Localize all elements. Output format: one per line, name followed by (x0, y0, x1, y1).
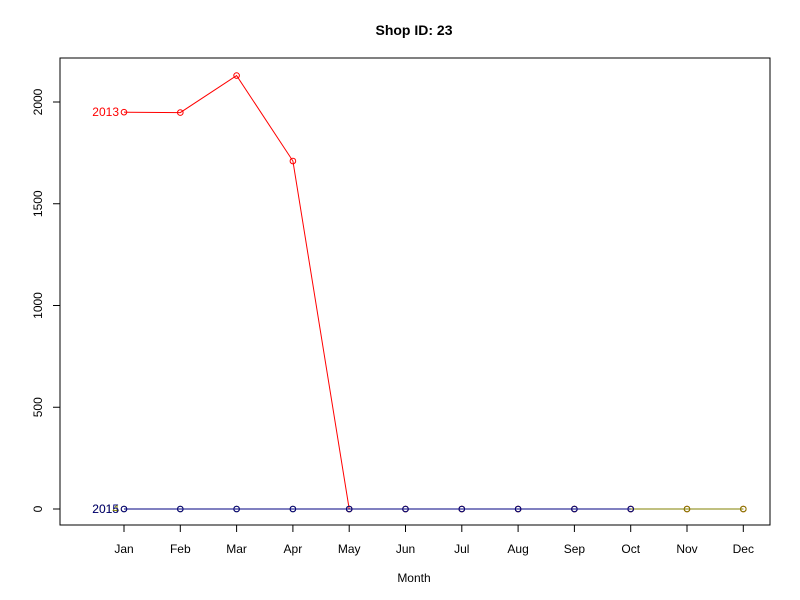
chart-title: Shop ID: 23 (375, 22, 452, 38)
series-line (123, 74, 744, 510)
y-tick-label: 500 (31, 397, 45, 417)
y-tick-label: 2000 (31, 88, 45, 115)
data-point (627, 505, 635, 513)
series-2015 (120, 505, 635, 513)
data-point (177, 505, 184, 513)
data-point (740, 505, 747, 513)
y-axis: 0 500 1000 1500 2000 (31, 88, 61, 512)
data-point (402, 505, 409, 513)
data-point (458, 505, 466, 513)
x-tick-label: Dec (733, 542, 754, 556)
data-point (233, 72, 240, 79)
x-tick-label: Jan (114, 542, 133, 556)
series-label: 2015 (92, 502, 119, 516)
data-point (683, 505, 691, 513)
data-point (289, 505, 297, 513)
x-tick-label: Oct (621, 542, 640, 556)
y-tick-label: 0 (31, 505, 45, 512)
y-tick-label: 1000 (31, 292, 45, 319)
x-tick-label: Apr (284, 542, 303, 556)
data-point (177, 109, 184, 116)
x-tick-label: Sep (564, 542, 586, 556)
plot-frame (59, 57, 771, 526)
series-layer (120, 72, 747, 513)
x-tick-label: May (338, 542, 361, 556)
x-tick-label: Feb (170, 542, 191, 556)
series-label: 2013 (92, 105, 119, 119)
x-axis-label: Month (397, 571, 430, 585)
series-label: 2014 (92, 502, 119, 516)
x-tick-label: Nov (676, 542, 697, 556)
y-tick-label: 1500 (31, 190, 45, 217)
x-tick-label: Jul (454, 542, 469, 556)
series-2013 (120, 72, 747, 513)
x-tick-label: Jun (396, 542, 415, 556)
x-tick-label: Aug (507, 542, 528, 556)
data-point (120, 108, 128, 116)
data-point (345, 505, 353, 513)
x-tick-label: Mar (226, 542, 247, 556)
data-point (120, 505, 128, 513)
data-point (233, 505, 240, 513)
data-point (571, 505, 578, 513)
data-point (514, 505, 522, 513)
x-axis: Jan Feb Mar Apr May Jun Jul Aug Sep Oct Nov Dec (114, 524, 754, 556)
data-point (289, 157, 297, 165)
